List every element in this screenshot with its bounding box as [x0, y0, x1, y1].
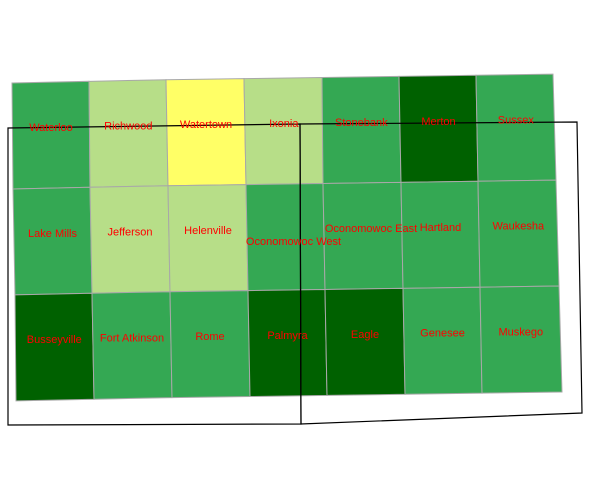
region-genesee [402, 286, 483, 395]
label-eagle: Eagle [351, 329, 379, 341]
region-waukesha [477, 179, 560, 288]
region-rome [169, 290, 251, 399]
region-busseyville [14, 292, 95, 402]
region-sussex [475, 73, 557, 182]
label-oconomowoc-east: Oconomowoc East [325, 223, 417, 235]
label-fort-atkinson: Fort Atkinson [100, 333, 164, 345]
label-oconomowoc-west: Oconomowoc West [246, 236, 341, 248]
region-jefferson [89, 185, 171, 294]
region-merton [398, 74, 479, 183]
label-helenville: Helenville [184, 225, 232, 237]
region-richwood [88, 79, 169, 188]
region-watertown [165, 78, 247, 187]
region-muskego [479, 285, 563, 394]
label-rome: Rome [195, 331, 224, 343]
region-fort-atkinson [91, 291, 173, 400]
label-muskego: Muskego [498, 327, 543, 339]
label-watertown: Watertown [180, 119, 232, 131]
map-regions [11, 73, 563, 402]
label-palmyra: Palmyra [267, 330, 308, 342]
waukesha-county-boundary [299, 121, 583, 425]
label-sussex: Sussex [498, 115, 535, 127]
label-ixonia: Ixonia [269, 118, 299, 130]
label-lake-mills: Lake Mills [28, 228, 77, 240]
county-boundaries [7, 121, 583, 426]
region-ixonia [243, 76, 324, 186]
region-helenville [167, 184, 249, 293]
label-genesee: Genesee [420, 328, 465, 340]
label-merton: Merton [421, 116, 455, 128]
label-waukesha: Waukesha [493, 221, 545, 233]
map-labels: Waterloo Richwood Watertown Ixonia Stonebank… [27, 115, 545, 346]
region-eagle [324, 287, 406, 396]
region-waterloo [11, 80, 91, 190]
region-lake-mills [12, 186, 93, 296]
label-jefferson: Jefferson [107, 227, 152, 239]
label-stonebank: Stonebank [335, 117, 388, 129]
label-richwood: Richwood [104, 121, 152, 133]
label-hartland: Hartland [420, 222, 462, 234]
label-waterloo: Waterloo [29, 122, 73, 134]
region-stonebank [321, 75, 402, 184]
region-palmyra [247, 288, 328, 398]
label-busseyville: Busseyville [27, 334, 82, 346]
